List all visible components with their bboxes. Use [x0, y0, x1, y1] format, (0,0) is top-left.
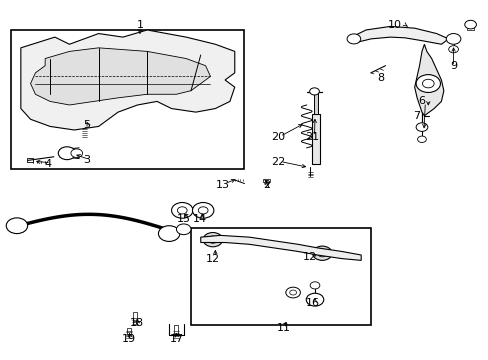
Text: 6: 6 [418, 96, 425, 107]
Circle shape [312, 246, 331, 260]
Text: 14: 14 [192, 214, 206, 224]
Circle shape [192, 203, 213, 218]
Text: 20: 20 [271, 132, 285, 142]
Text: 19: 19 [122, 334, 136, 344]
Text: 9: 9 [449, 61, 456, 71]
Bar [313, 93, 318, 114]
Circle shape [415, 123, 427, 131]
Circle shape [464, 20, 475, 29]
Bar [27, 158, 33, 162]
Polygon shape [414, 44, 443, 116]
Bar [126, 328, 131, 334]
Circle shape [6, 218, 28, 234]
Bar [132, 312, 137, 321]
Circle shape [317, 249, 326, 257]
Circle shape [71, 149, 82, 157]
Circle shape [285, 287, 300, 298]
Circle shape [58, 147, 76, 159]
Text: 10: 10 [387, 19, 402, 30]
Circle shape [158, 226, 180, 242]
Circle shape [415, 75, 440, 93]
Text: 22: 22 [271, 157, 285, 167]
Text: 13: 13 [215, 180, 229, 190]
Circle shape [346, 34, 360, 44]
Text: 5: 5 [83, 120, 90, 130]
Text: 18: 18 [129, 318, 143, 328]
Text: 21: 21 [305, 132, 319, 142]
Text: 17: 17 [169, 334, 183, 344]
Text: 16: 16 [305, 298, 319, 308]
Text: 15: 15 [176, 214, 190, 224]
Circle shape [309, 88, 319, 95]
Polygon shape [351, 26, 448, 44]
Circle shape [177, 207, 187, 214]
Circle shape [203, 233, 222, 247]
Circle shape [176, 224, 191, 235]
Circle shape [198, 207, 207, 214]
Text: 12: 12 [205, 253, 220, 264]
Circle shape [309, 282, 319, 289]
Circle shape [305, 293, 323, 306]
Bar [191, 228, 370, 325]
Circle shape [289, 290, 296, 295]
Circle shape [422, 79, 433, 88]
Text: 11: 11 [276, 323, 290, 333]
Bar [311, 114, 320, 164]
Polygon shape [201, 235, 361, 260]
Polygon shape [21, 30, 234, 130]
Bar [466, 27, 473, 30]
Text: 8: 8 [376, 73, 384, 83]
Circle shape [446, 33, 460, 44]
Circle shape [207, 236, 217, 243]
Circle shape [448, 46, 458, 53]
Bar [263, 179, 269, 182]
Bar [82, 116, 86, 123]
Bar [11, 30, 244, 169]
Circle shape [171, 203, 193, 218]
Text: 1: 1 [136, 19, 143, 30]
Text: 2: 2 [262, 180, 269, 190]
Text: 3: 3 [83, 156, 90, 165]
Text: 7: 7 [413, 111, 420, 121]
Text: 12: 12 [303, 252, 317, 262]
Bar [174, 325, 178, 334]
Polygon shape [30, 48, 210, 105]
Text: 4: 4 [44, 159, 51, 169]
Circle shape [417, 136, 426, 143]
